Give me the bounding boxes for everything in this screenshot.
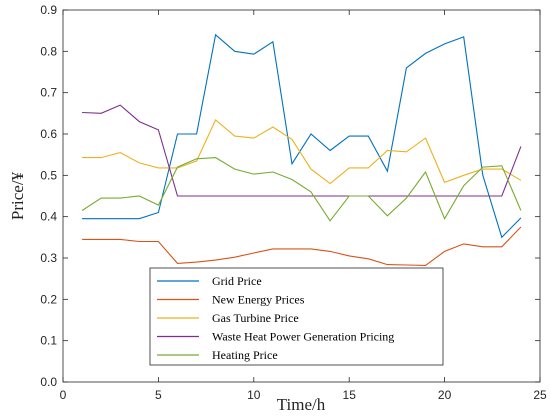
series-line-3: [82, 119, 522, 185]
series-line-1: [82, 33, 522, 239]
axis-ticks: 0 5 10 15 20 25 0.0 0.1 0.2 0.3 0.4 0.5 0.6 0.7 0.8 0.9: [40, 3, 547, 402]
y-tick-label: 0.7: [40, 86, 57, 100]
legend-label-3: Gas Turbine Price: [212, 311, 299, 325]
legend-label-4: Waste Heat Power Generation Pricing: [212, 330, 394, 344]
legend-label-1: Grid Price: [212, 274, 262, 288]
series-lines: [81, 33, 522, 266]
y-tick-label: 0.8: [40, 44, 57, 58]
y-axis-title: Price/¥: [8, 171, 27, 220]
y-tick-label: 0.5: [40, 168, 57, 182]
series-line-5: [81, 157, 522, 222]
y-tick-label: 0.9: [40, 3, 57, 17]
y-tick-label: 0.6: [40, 127, 57, 141]
x-axis-title: Time/h: [277, 395, 326, 414]
series-line-4: [82, 104, 522, 197]
y-tick-label: 0.0: [40, 375, 57, 389]
y-tick-label: 0.4: [40, 210, 57, 224]
y-tick-label: 0.3: [40, 251, 57, 265]
legend-box: [149, 267, 444, 366]
series-line-2: [82, 226, 522, 266]
x-tick-label: 0: [60, 388, 67, 402]
y-tick-label: 0.2: [40, 292, 57, 306]
x-tick-label: 10: [247, 388, 261, 402]
x-tick-label: 15: [343, 388, 357, 402]
x-tick-label: 25: [533, 388, 547, 402]
legend-label-2: New Energy Prices: [212, 293, 305, 307]
x-tick-label: 5: [155, 388, 162, 402]
y-tick-label: 0.1: [40, 334, 57, 348]
x-tick-label: 20: [438, 388, 452, 402]
legend-label-5: Heating Price: [212, 348, 278, 362]
legend: Grid Price New Energy Prices Gas Turbine P…: [149, 267, 444, 366]
